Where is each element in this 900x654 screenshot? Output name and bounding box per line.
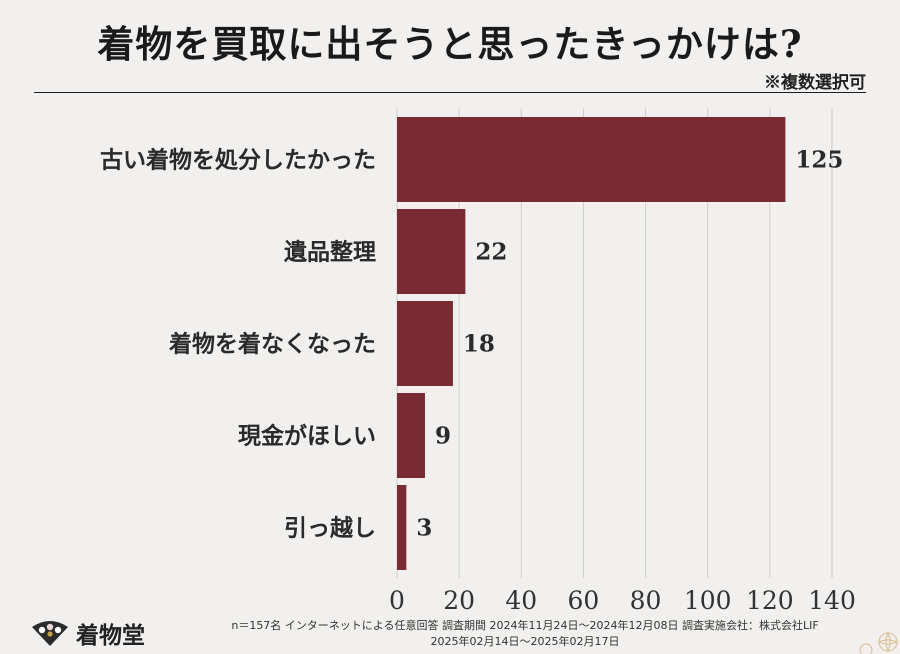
x-tick-label: 0 <box>389 586 405 615</box>
survey-note: n＝157名 インターネットによる任意回答 調査期間 2024年11月24日～2… <box>170 618 880 650</box>
bar-2 <box>397 209 466 294</box>
bar-5 <box>397 485 407 570</box>
survey-note-line-2: 2025年02月14日～2025年02月17日 <box>430 635 620 648</box>
label-layer: 古い着物を処分したかった 125 遺品整理 22 着物を着なくなった 18 現金がほしい 9 引… <box>100 147 843 542</box>
category-label: 着物を着なくなった <box>169 331 376 358</box>
fan-logo-icon <box>32 621 68 646</box>
chart-title: 着物を買取に出そうと思ったきっかけは? <box>97 22 803 66</box>
x-tick-label: 40 <box>505 586 537 615</box>
flower-ornament-icon <box>859 631 899 654</box>
title-divider <box>34 92 866 93</box>
x-tick-label: 80 <box>630 586 662 615</box>
category-label: 古い着物を処分したかった <box>100 147 376 174</box>
bar-layer <box>397 117 786 570</box>
x-tick-label: 140 <box>808 586 856 615</box>
value-label: 22 <box>475 239 507 266</box>
bar-3 <box>397 301 453 386</box>
x-tick-label: 100 <box>684 586 732 615</box>
value-label: 9 <box>435 423 451 450</box>
x-tick-label: 120 <box>746 586 794 615</box>
category-label: 遺品整理 <box>284 239 376 266</box>
bar-4 <box>397 393 425 478</box>
survey-note-line-1: n＝157名 インターネットによる任意回答 調査期間 2024年11月24日～2… <box>231 619 819 632</box>
brand-name: 着物堂 <box>76 622 145 649</box>
value-label: 125 <box>795 147 843 174</box>
category-label: 引っ越し <box>284 515 376 542</box>
x-tick-label: 20 <box>443 586 475 615</box>
bar-1 <box>397 117 786 202</box>
tick-layer: 0 20 40 60 80 100 120 140 <box>389 586 856 615</box>
multiple-choice-note: ※複数選択可 <box>764 73 866 93</box>
value-label: 18 <box>463 331 495 358</box>
x-tick-label: 60 <box>568 586 600 615</box>
brand-logo: 着物堂 <box>30 618 145 649</box>
category-label: 現金がほしい <box>238 423 376 450</box>
value-label: 3 <box>416 515 432 542</box>
